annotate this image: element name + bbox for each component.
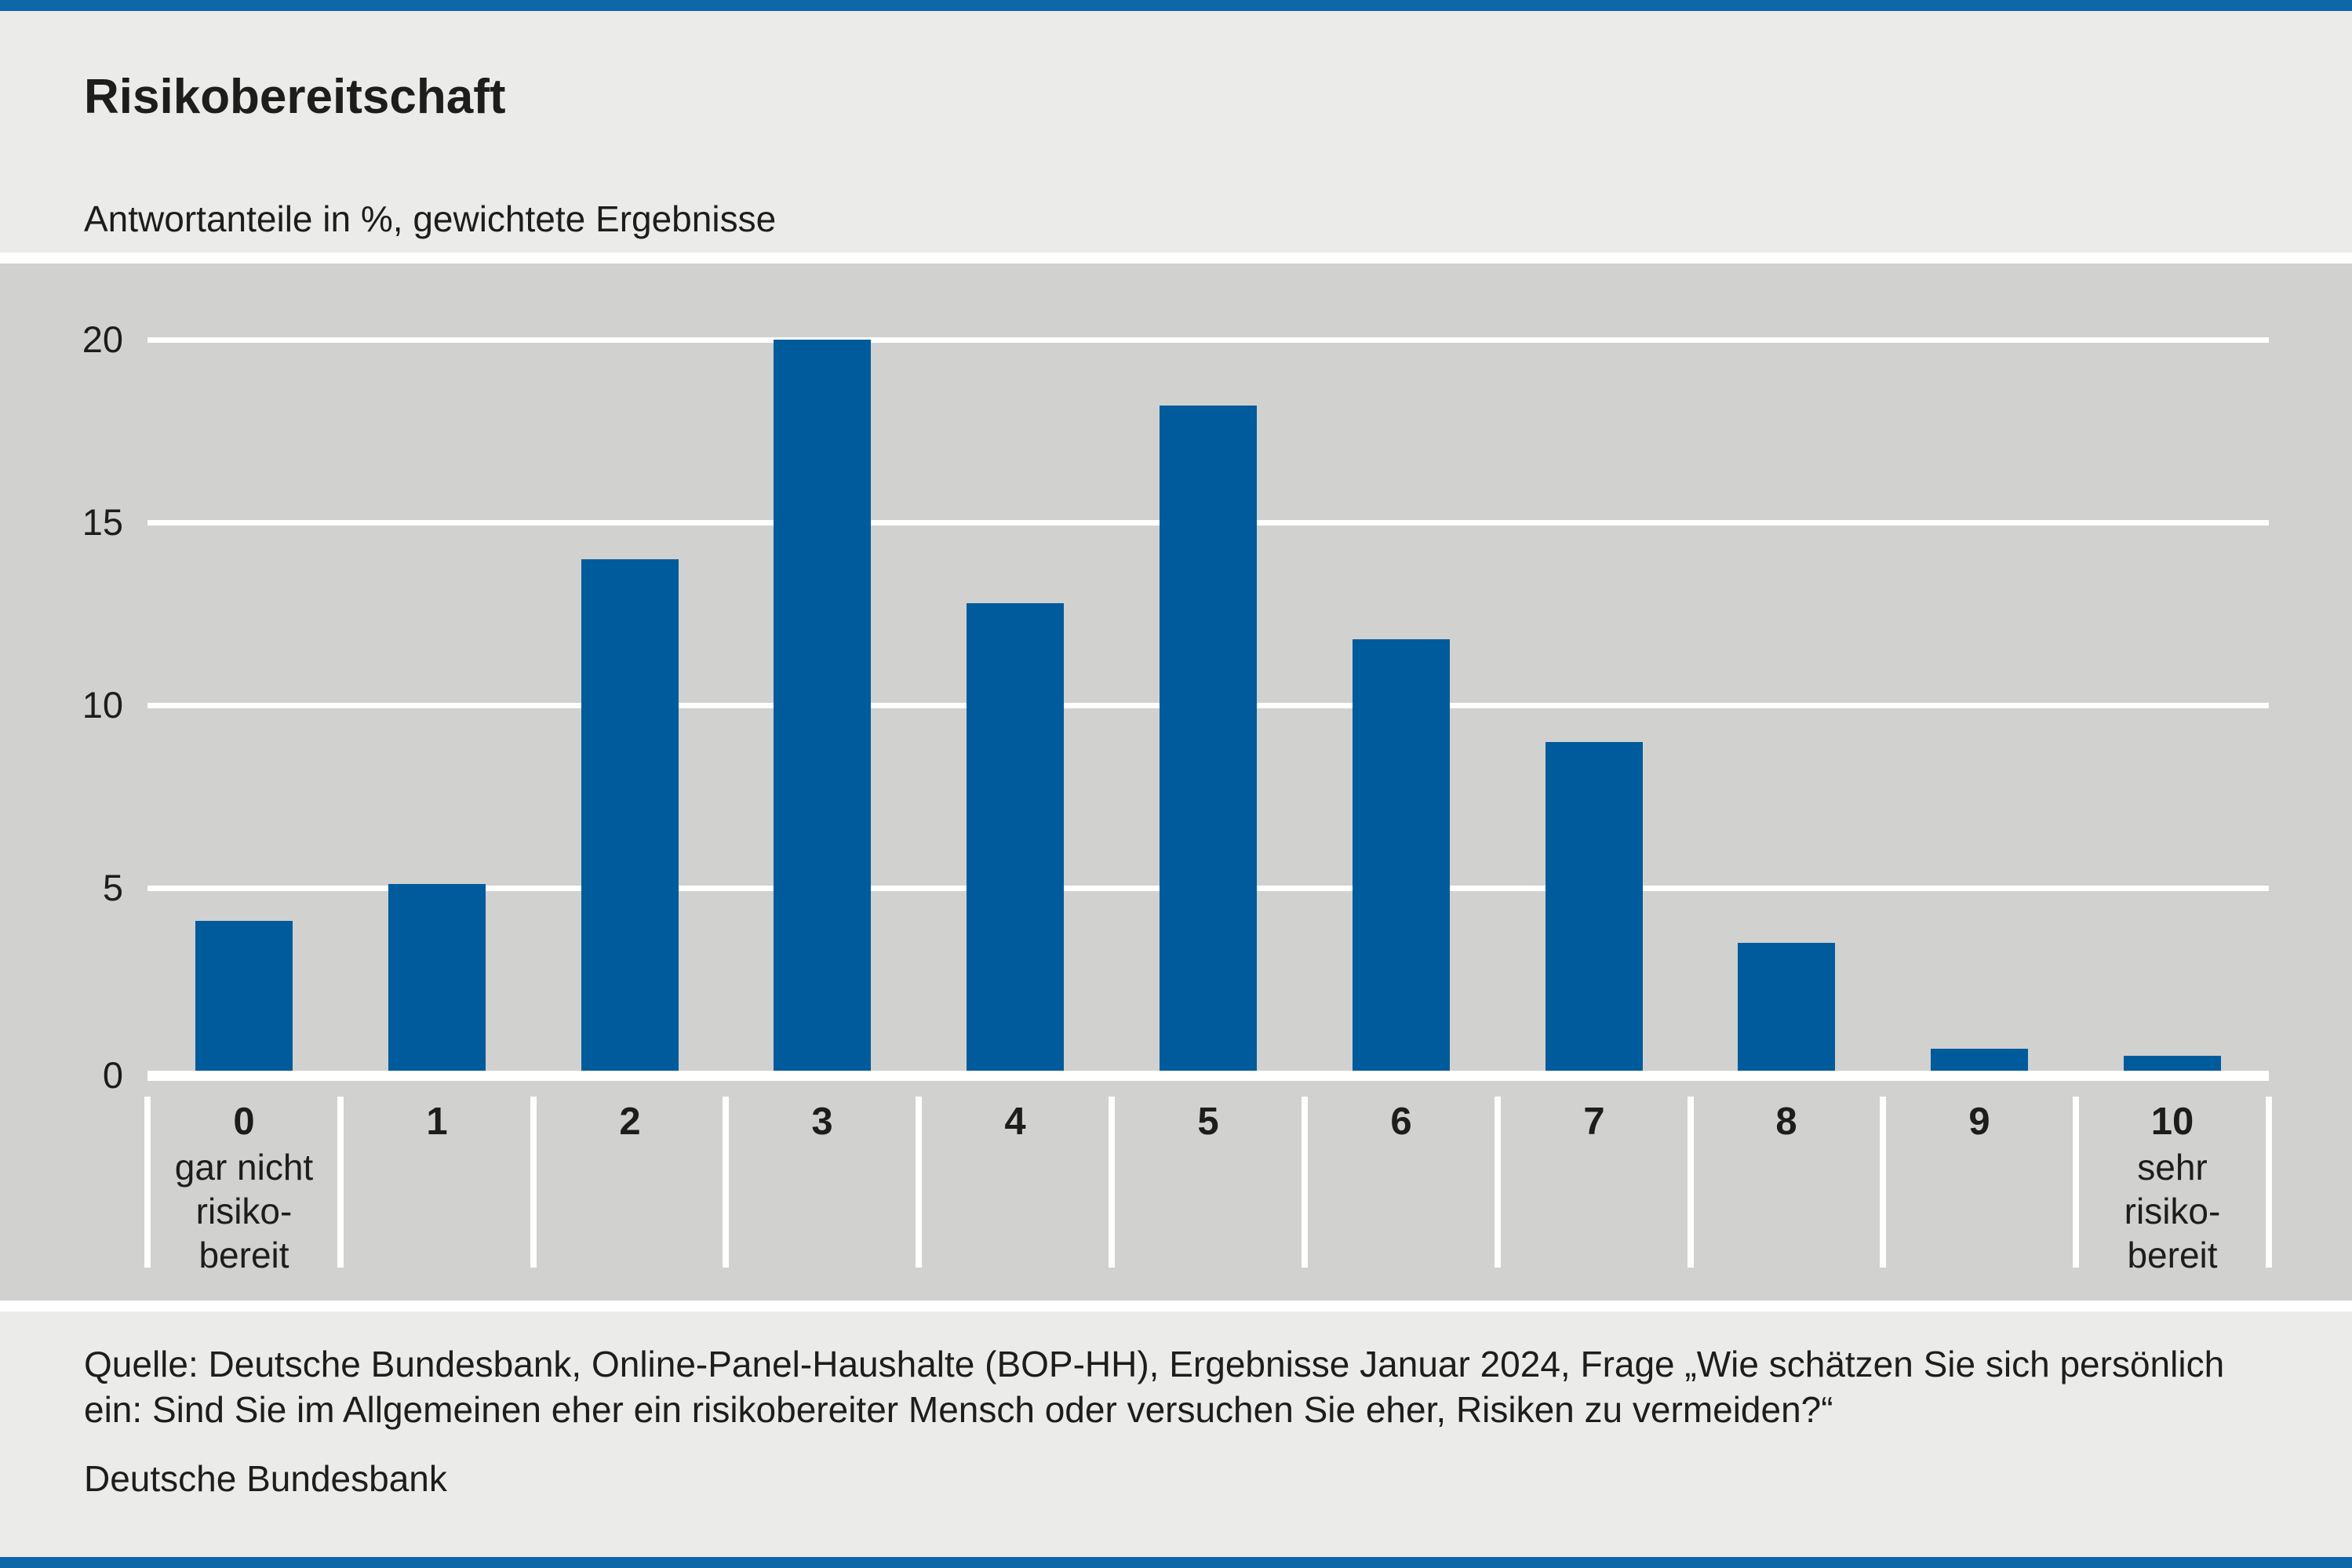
x-axis-number-5: 5 — [1197, 1101, 1219, 1143]
bar-category-8 — [1738, 943, 1835, 1071]
x-axis-tick-0 — [144, 1097, 151, 1268]
bottom-accent-rule — [0, 1557, 2352, 1568]
x-axis-baseline — [147, 1071, 2269, 1081]
x-axis-tick-10 — [2073, 1097, 2080, 1268]
bar-category-4 — [967, 603, 1064, 1071]
x-axis-sublabel-0-2: risiko- — [195, 1191, 293, 1231]
x-axis-label-0: 0 gar nicht risiko-bereit — [147, 1098, 340, 1277]
x-axis-label-2: 2 — [533, 1098, 726, 1145]
x-axis-number-10: 10 — [2150, 1101, 2194, 1143]
bar-category-0 — [195, 921, 293, 1071]
y-axis-label-20: 20 — [82, 318, 123, 360]
x-axis-sublabel-0-1: gar nicht — [174, 1147, 314, 1188]
x-axis-tick-2 — [530, 1097, 537, 1268]
x-axis-label-8: 8 — [1690, 1098, 1883, 1145]
x-axis-label-3: 3 — [726, 1098, 919, 1145]
x-axis-sublabel-10-1: sehr — [2137, 1147, 2208, 1188]
y-axis-label-0: 0 — [102, 1054, 123, 1096]
chart-title: Risikobereitschaft — [84, 70, 506, 124]
x-axis-label-1: 1 — [340, 1098, 533, 1145]
y-axis-label-5: 5 — [102, 867, 123, 908]
bar-category-1 — [388, 884, 486, 1071]
x-axis-tick-1 — [337, 1097, 344, 1268]
x-axis-number-8: 8 — [1775, 1101, 1797, 1143]
x-axis-label-5: 5 — [1112, 1098, 1305, 1145]
chart-subtitle: Antwortanteile in %, gewichtete Ergebnis… — [84, 198, 777, 239]
bar-category-9 — [1931, 1049, 2028, 1071]
x-axis-tick-6 — [1301, 1097, 1308, 1268]
x-axis-number-4: 4 — [1004, 1101, 1026, 1143]
source-note-line-1: Quelle: Deutsche Bundesbank, Online-Pane… — [84, 1344, 2225, 1384]
source-note: Quelle: Deutsche Bundesbank, Online-Pane… — [84, 1341, 2304, 1432]
x-axis-sublabel-10-2: risiko- — [2124, 1191, 2221, 1231]
bar-category-10 — [2124, 1056, 2221, 1071]
x-axis-tick-7 — [1494, 1097, 1501, 1268]
bar-category-6 — [1353, 639, 1450, 1071]
x-axis-sublabel-0-3: bereit — [198, 1235, 289, 1275]
x-axis-label-6: 6 — [1305, 1098, 1498, 1145]
x-axis-label-7: 7 — [1498, 1098, 1691, 1145]
y-axis-label-15: 15 — [82, 501, 123, 543]
x-axis-tick-8 — [1687, 1097, 1694, 1268]
x-axis-number-6: 6 — [1390, 1101, 1412, 1143]
gridline-20 — [147, 337, 2269, 343]
x-axis-tick-9 — [1880, 1097, 1887, 1268]
bar-category-3 — [774, 340, 871, 1071]
x-axis-tick-11 — [2266, 1097, 2272, 1268]
x-axis-number-3: 3 — [811, 1101, 833, 1143]
bar-category-7 — [1546, 742, 1643, 1071]
x-axis-number-7: 7 — [1583, 1101, 1605, 1143]
publisher-label: Deutsche Bundesbank — [84, 1458, 447, 1499]
source-note-line-2: ein: Sind Sie im Allgemeinen eher ein ri… — [84, 1389, 1833, 1430]
x-axis-number-2: 2 — [619, 1101, 641, 1143]
x-axis-tick-3 — [723, 1097, 730, 1268]
x-axis-tick-5 — [1109, 1097, 1116, 1268]
bar-category-2 — [581, 559, 679, 1071]
bar-category-5 — [1160, 406, 1257, 1071]
x-axis-label-9: 9 — [1883, 1098, 2076, 1145]
x-axis-number-0: 0 — [233, 1101, 255, 1143]
y-axis-label-10: 10 — [82, 684, 123, 726]
x-axis-number-1: 1 — [426, 1101, 448, 1143]
x-axis-tick-4 — [916, 1097, 923, 1268]
x-axis-label-4: 4 — [919, 1098, 1112, 1145]
x-axis-sublabel-10-3: bereit — [2127, 1235, 2218, 1275]
x-axis-label-10: 10 sehr risiko-bereit — [2076, 1098, 2269, 1277]
top-accent-rule — [0, 0, 2352, 11]
x-axis-number-9: 9 — [1968, 1101, 1990, 1143]
